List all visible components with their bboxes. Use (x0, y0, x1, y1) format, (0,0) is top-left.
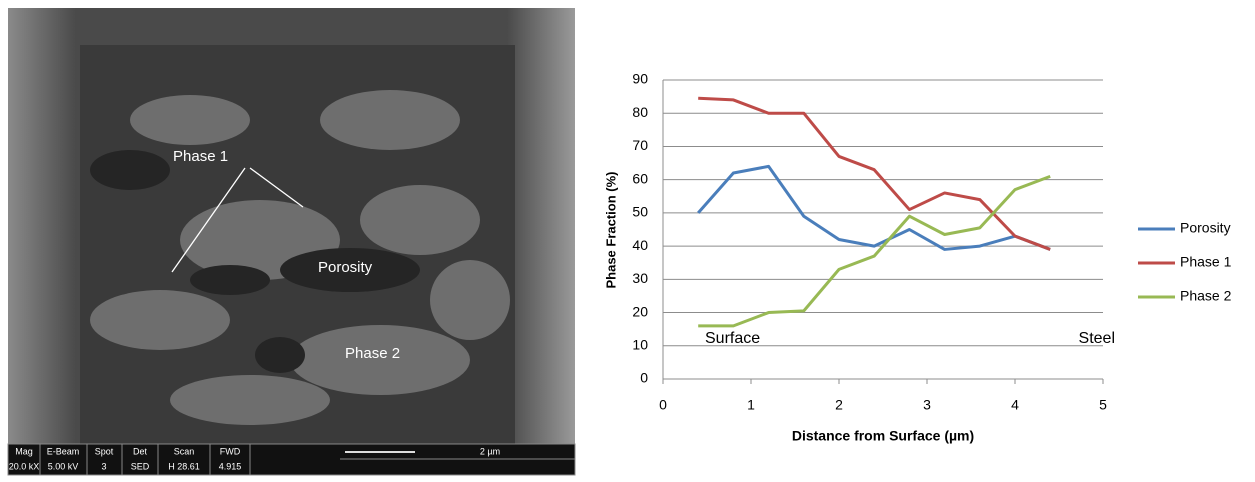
legend-label: Phase 2 (1180, 288, 1232, 304)
info-value: SED (131, 461, 150, 471)
legend-label: Phase 1 (1180, 254, 1232, 270)
y-tick-label: 10 (632, 336, 648, 352)
annotation: Surface (705, 330, 760, 347)
sem-pores (90, 150, 420, 373)
info-key: E-Beam (47, 446, 80, 456)
x-tick-label: 2 (835, 397, 843, 413)
y-tick-label: 20 (632, 303, 648, 319)
legend-label: Porosity (1180, 220, 1231, 236)
phase-label: Phase 2 (345, 345, 400, 362)
x-tick-label: 0 (659, 397, 667, 413)
info-key: Mag (15, 446, 33, 456)
y-tick-label: 0 (640, 370, 648, 386)
info-key: Scan (174, 446, 195, 456)
info-key: Spot (95, 446, 114, 456)
y-axis-title: Phase Fraction (%) (603, 171, 618, 288)
series-line (698, 96, 1051, 251)
y-tick-label: 50 (632, 204, 648, 220)
phase-label: Porosity (318, 259, 373, 276)
y-tick-label: 60 (632, 170, 648, 186)
info-value: 3 (101, 461, 106, 471)
y-tick-label: 70 (632, 137, 648, 153)
info-value: 5.00 kV (48, 461, 79, 471)
x-tick-label: 3 (923, 397, 931, 413)
x-tick-label: 5 (1099, 397, 1107, 413)
series-line (697, 164, 1051, 251)
sem-phase-regions (90, 90, 510, 425)
sem-image: Phase 1 Porosity Phase 2 Mag 20.0 kX E-B… (7, 8, 576, 476)
y-tick-label: 30 (632, 270, 648, 286)
info-bar: Mag 20.0 kX E-Beam 5.00 kV Spot 3 Det SE… (7, 443, 576, 476)
annotation: Steel (1079, 330, 1115, 347)
x-tick-label: 1 (747, 397, 755, 413)
x-axis-title: Distance from Surface (µm) (792, 428, 974, 444)
scale-bar-label: 2 µm (480, 446, 500, 456)
info-value: 4.915 (219, 461, 242, 471)
phase-label: Phase 1 (173, 148, 228, 165)
series-line (698, 174, 1051, 328)
x-tick-label: 4 (1011, 397, 1019, 413)
info-key: Det (133, 446, 148, 456)
info-value: 20.0 kX (9, 461, 40, 471)
info-key: FWD (220, 446, 241, 456)
y-tick-label: 90 (632, 71, 648, 87)
sem-pointers (171, 167, 304, 273)
info-value: H 28.61 (168, 461, 200, 471)
y-tick-label: 80 (632, 104, 648, 120)
y-tick-label: 40 (632, 237, 648, 253)
